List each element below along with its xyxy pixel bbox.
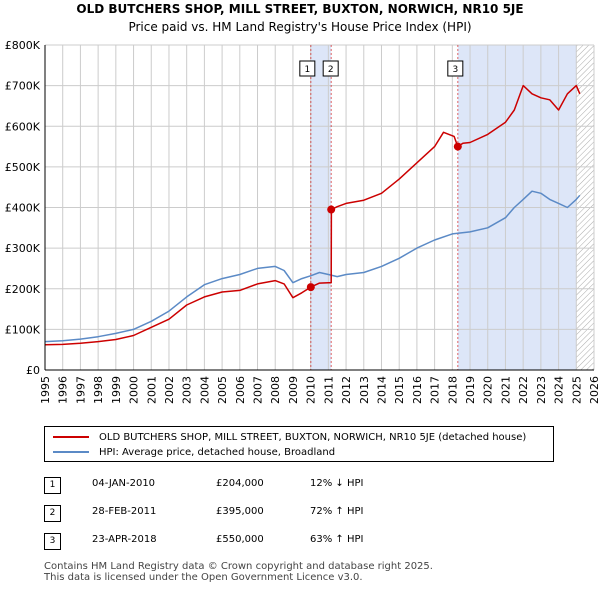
- legend-hpi-swatch: [53, 451, 89, 453]
- x-tick-label: 2021: [499, 376, 512, 404]
- y-tick-label: £200K: [5, 283, 41, 296]
- x-tick-label: 2020: [482, 376, 495, 404]
- legend-item-hpi: HPI: Average price, detached house, Broa…: [53, 445, 335, 459]
- sale-labels: 1 2 3: [299, 60, 464, 77]
- y-tick-label: £700K: [5, 80, 41, 93]
- sale-date: 04-JAN-2010: [92, 478, 156, 489]
- sale-row: 1 04-JAN-2010 £204,000 12% ↓ HPI: [44, 472, 564, 500]
- sale-point: [327, 205, 336, 214]
- sale-hpi-diff: 63% ↑ HPI: [310, 534, 364, 545]
- property-price-line: [45, 84, 581, 346]
- sale-point: [306, 283, 315, 292]
- hpi-line: [45, 190, 581, 343]
- x-tick-label: 1999: [110, 376, 123, 404]
- sale-hpi-diff: 12% ↓ HPI: [310, 478, 364, 489]
- sale-marker-label: 3: [452, 65, 458, 75]
- sale-hpi-diff: 72% ↑ HPI: [310, 506, 364, 517]
- x-tick-label: 2026: [588, 376, 600, 404]
- sale-marker-label: 2: [328, 65, 334, 75]
- x-tick-label: 2025: [570, 376, 583, 404]
- sale-point: [453, 142, 462, 151]
- sale-date: 28-FEB-2011: [92, 506, 157, 517]
- x-tick-label: 2024: [553, 376, 566, 404]
- sale-points: [306, 142, 462, 292]
- x-tick-label: 2019: [464, 376, 477, 404]
- y-tick-label: £600K: [5, 120, 41, 133]
- y-tick-label: £400K: [5, 202, 41, 215]
- x-tick-label: 1996: [57, 376, 70, 404]
- x-tick-label: 2013: [358, 376, 371, 404]
- y-tick-label: £0: [26, 364, 40, 377]
- legend: OLD BUTCHERS SHOP, MILL STREET, BUXTON, …: [44, 426, 554, 462]
- x-tick-label: 2016: [411, 376, 424, 404]
- x-tick-label: 2007: [252, 376, 265, 404]
- sale-price: £204,000: [216, 478, 264, 489]
- price-chart: 1 2 3 £0 £100K £200K £300K £400K £500K £600K £700…: [5, 39, 600, 404]
- footer-licence: This data is licensed under the Open Gov…: [44, 572, 363, 583]
- x-tick-label: 2022: [517, 376, 530, 404]
- sale-marker-label: 1: [304, 65, 310, 75]
- x-tick-label: 2018: [446, 376, 459, 404]
- chart-title: OLD BUTCHERS SHOP, MILL STREET, BUXTON, …: [76, 2, 524, 16]
- sale-date: 23-APR-2018: [92, 534, 157, 545]
- x-tick-label: 2010: [305, 376, 318, 404]
- chart-subtitle: Price paid vs. HM Land Registry's House …: [128, 20, 472, 34]
- sale-marker-box: [322, 60, 339, 77]
- x-tick-label: 2023: [535, 376, 548, 404]
- sale-number: 1: [44, 477, 61, 494]
- x-tick-label: 1997: [74, 376, 87, 404]
- legend-hpi-label: HPI: Average price, detached house, Broa…: [99, 446, 336, 458]
- footer-copyright: Contains HM Land Registry data © Crown c…: [44, 561, 433, 572]
- x-tick-label: 2011: [322, 376, 335, 404]
- x-tick-label: 1995: [39, 376, 52, 404]
- sale-row: 3 23-APR-2018 £550,000 63% ↑ HPI: [44, 528, 564, 556]
- sale-marker-box: [299, 60, 316, 77]
- legend-property-label: OLD BUTCHERS SHOP, MILL STREET, BUXTON, …: [99, 431, 527, 443]
- x-tick-label: 2003: [181, 376, 194, 404]
- x-tick-label: 2001: [145, 376, 158, 404]
- sale-number: 3: [44, 533, 61, 550]
- axes: £0 £100K £200K £300K £400K £500K £600K £700K £80…: [5, 39, 600, 404]
- sale-number: 2: [44, 505, 61, 522]
- sale-price: £550,000: [216, 534, 264, 545]
- grid: [44, 44, 595, 371]
- x-tick-label: 2004: [198, 376, 211, 404]
- x-tick-label: 2017: [429, 376, 442, 404]
- footer: Contains HM Land Registry data © Crown c…: [44, 561, 433, 583]
- sale-marker-box: [447, 60, 464, 77]
- x-tick-label: 2000: [128, 376, 141, 404]
- x-tick-label: 2008: [269, 376, 282, 404]
- y-tick-label: £500K: [5, 161, 41, 174]
- legend-item-property: OLD BUTCHERS SHOP, MILL STREET, BUXTON, …: [53, 430, 526, 444]
- x-tick-label: 2006: [234, 376, 247, 404]
- x-tick-label: 2005: [216, 376, 229, 404]
- x-tick-label: 2002: [163, 376, 176, 404]
- x-tick-label: 2012: [340, 376, 353, 404]
- sale-row: 2 28-FEB-2011 £395,000 72% ↑ HPI: [44, 500, 564, 528]
- y-tick-label: £100K: [5, 323, 41, 336]
- x-tick-label: 2015: [393, 376, 406, 404]
- legend-property-swatch: [53, 436, 89, 438]
- y-tick-label: £300K: [5, 242, 41, 255]
- sales-table: 1 04-JAN-2010 £204,000 12% ↓ HPI 2 28-FE…: [44, 472, 564, 556]
- x-tick-label: 1998: [92, 376, 105, 404]
- y-tick-label: £800K: [5, 39, 41, 52]
- series-lines: [45, 84, 581, 346]
- x-tick-label: 2014: [375, 376, 388, 404]
- x-tick-label: 2009: [287, 376, 300, 404]
- sale-price: £395,000: [216, 506, 264, 517]
